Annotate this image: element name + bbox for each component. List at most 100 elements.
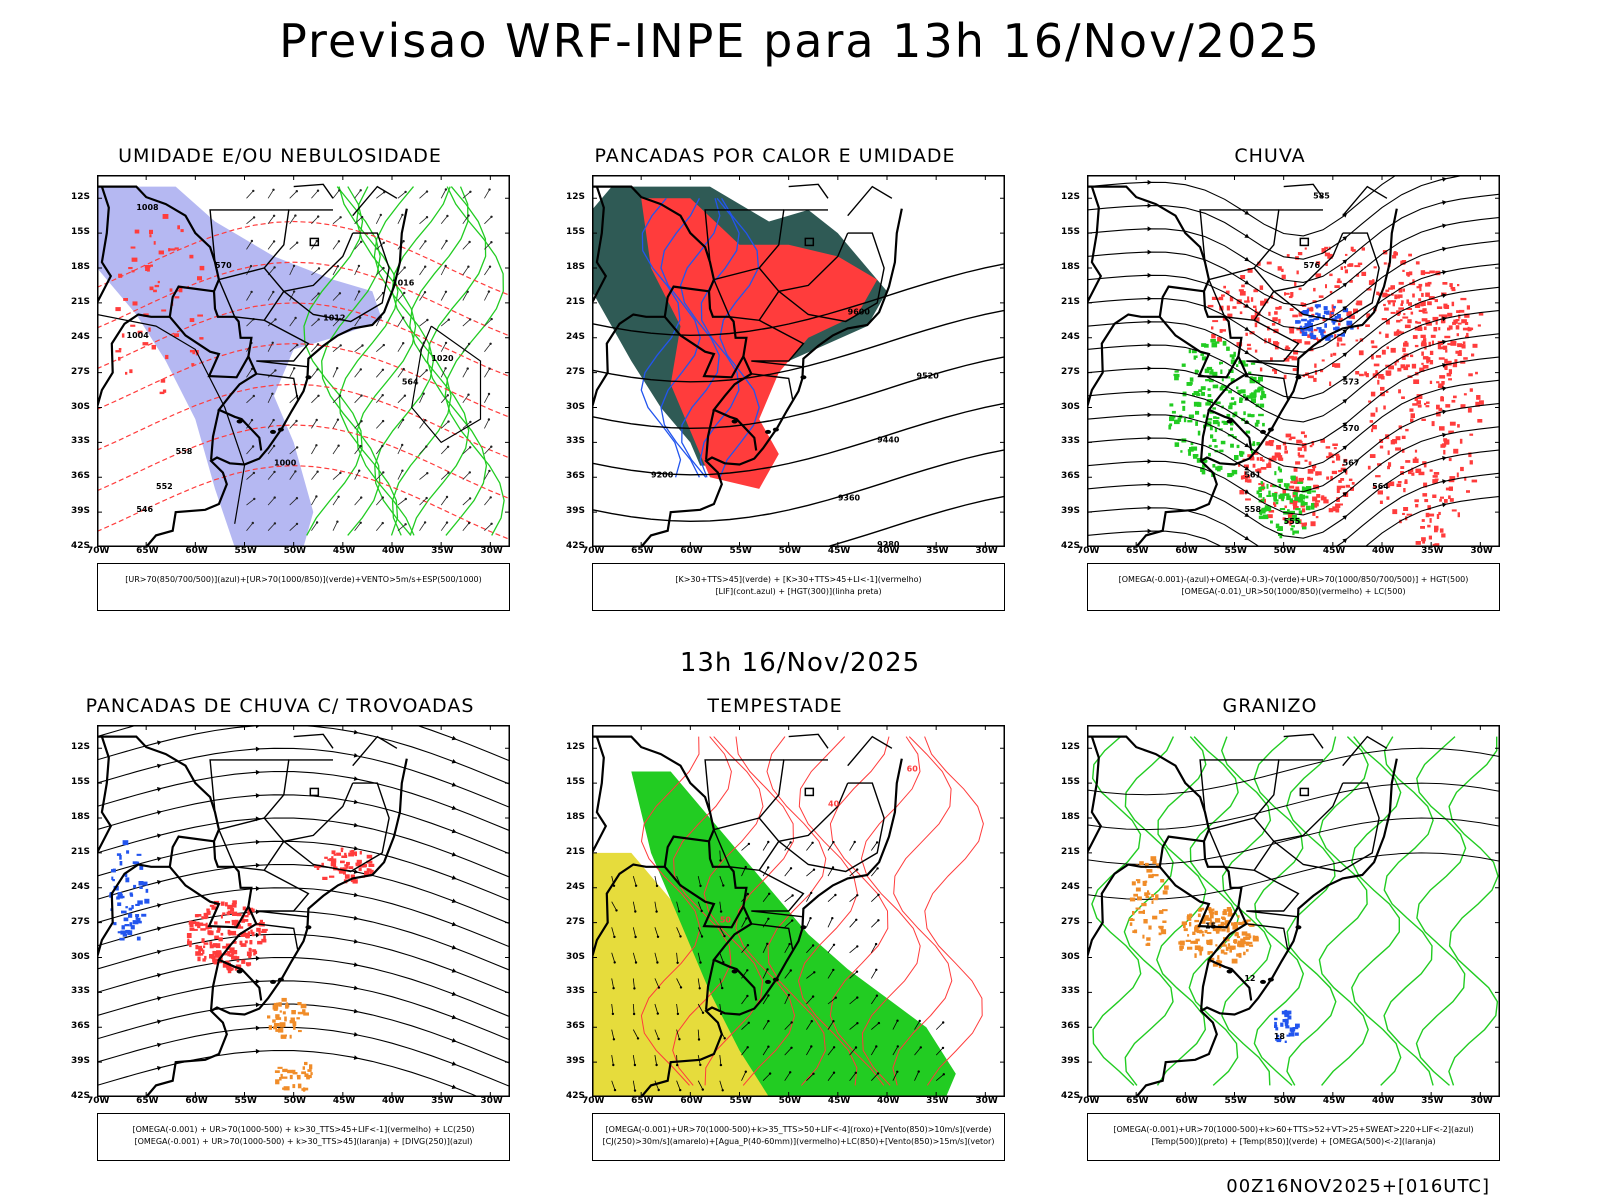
wind-vector-head <box>490 522 493 525</box>
rain-area <box>1315 471 1319 476</box>
rain-area <box>1409 282 1416 286</box>
omega500 <box>1159 927 1162 930</box>
wind-vector-head <box>401 418 405 422</box>
showers <box>291 1010 296 1015</box>
rain-area <box>1455 319 1460 322</box>
rain-area <box>1261 482 1265 487</box>
country-border <box>168 835 250 929</box>
rain-moderate <box>1251 450 1254 454</box>
hail-risk <box>1284 1022 1289 1026</box>
wind-vector <box>376 472 384 480</box>
rain-area <box>1389 481 1395 487</box>
omega500 <box>1135 879 1141 882</box>
omega500 <box>1144 862 1149 868</box>
showers <box>304 1061 308 1066</box>
wind-vector <box>719 901 722 912</box>
rain-area <box>1343 458 1348 462</box>
rain-area <box>1453 319 1458 324</box>
omega500 <box>1192 931 1196 935</box>
rain-moderate <box>1202 414 1206 418</box>
state-border <box>1342 735 1388 767</box>
wind-vector-head <box>251 445 255 448</box>
rain-moderate <box>1311 490 1316 493</box>
rain-area <box>1464 322 1469 325</box>
rain-area <box>1321 359 1325 362</box>
wind-vector <box>827 1047 835 1056</box>
rain-area <box>1437 344 1442 350</box>
rain-area <box>1245 498 1251 501</box>
wind-vector <box>827 1020 834 1030</box>
wind-vector-head <box>271 392 274 395</box>
rain-area <box>1459 309 1465 313</box>
omega500 <box>1194 953 1197 958</box>
wind-vector-head <box>253 497 256 501</box>
precipitable-water <box>860 736 921 1086</box>
rain-area <box>1358 350 1364 356</box>
omega500 <box>1188 917 1192 921</box>
rain-weak <box>1334 316 1337 322</box>
omega500 <box>1153 898 1158 901</box>
flow-arrow <box>451 1014 457 1020</box>
wind-vector <box>289 317 296 327</box>
lon-label: 30W <box>1470 546 1493 556</box>
humidity-contour <box>426 186 488 536</box>
wind-vector-head <box>766 968 769 971</box>
rain-moderate <box>1262 393 1267 399</box>
divergence <box>137 900 143 905</box>
thunder-showers <box>227 929 231 935</box>
rain-area <box>1400 466 1405 469</box>
country-border <box>95 863 170 958</box>
flow-arrow <box>353 799 359 805</box>
rain-area <box>1314 370 1318 375</box>
divergence <box>113 922 117 926</box>
coastline <box>1135 208 1398 548</box>
wind-vector <box>806 945 814 954</box>
rain-moderate <box>1246 395 1253 399</box>
rain-area <box>1325 446 1331 449</box>
omega500 <box>1132 930 1135 933</box>
rain-area <box>1443 449 1446 455</box>
omega500 <box>1232 925 1238 930</box>
wind-vector-head <box>250 418 254 422</box>
flow-arrow <box>156 1042 162 1048</box>
omega500 <box>1204 929 1208 934</box>
wind-vector <box>697 876 701 886</box>
thunder-showers <box>232 911 238 916</box>
lifted-index-contour <box>719 197 760 478</box>
rain-moderate <box>1187 449 1194 452</box>
rain-area <box>1247 268 1253 273</box>
rain-area <box>1426 358 1429 364</box>
rain-area <box>1338 480 1342 483</box>
thickness-contour <box>96 424 511 500</box>
thunder-showers <box>331 856 334 861</box>
rain-area <box>1428 341 1431 347</box>
rain-area <box>1463 393 1467 396</box>
rain-area <box>1431 340 1434 346</box>
rain-area <box>1422 493 1428 497</box>
wind-vector <box>784 994 790 1005</box>
divergence <box>131 905 134 909</box>
wind-vector <box>397 191 406 199</box>
wind-vector <box>267 291 274 301</box>
rain-area <box>1338 322 1341 326</box>
country-border <box>1085 313 1160 408</box>
rain-moderate <box>1283 483 1287 487</box>
lon-label: 70W <box>582 546 605 556</box>
rain-area <box>1411 467 1414 472</box>
rain-weak <box>1333 327 1337 331</box>
lon-label: 45W <box>332 546 356 556</box>
wind-vector <box>462 343 470 352</box>
wind-vector <box>849 971 858 979</box>
rain-moderate <box>1250 398 1256 403</box>
rain-moderate <box>1294 517 1300 521</box>
rain-area <box>1428 296 1435 300</box>
rain-area <box>1441 314 1448 319</box>
omega500 <box>1139 861 1144 866</box>
flow-arrow <box>1342 282 1348 288</box>
flow-arrow <box>156 1019 162 1025</box>
wind-vector <box>849 946 858 954</box>
flow-arrow <box>1147 482 1152 487</box>
wind-vector <box>332 241 340 250</box>
state-border <box>1253 209 1344 293</box>
